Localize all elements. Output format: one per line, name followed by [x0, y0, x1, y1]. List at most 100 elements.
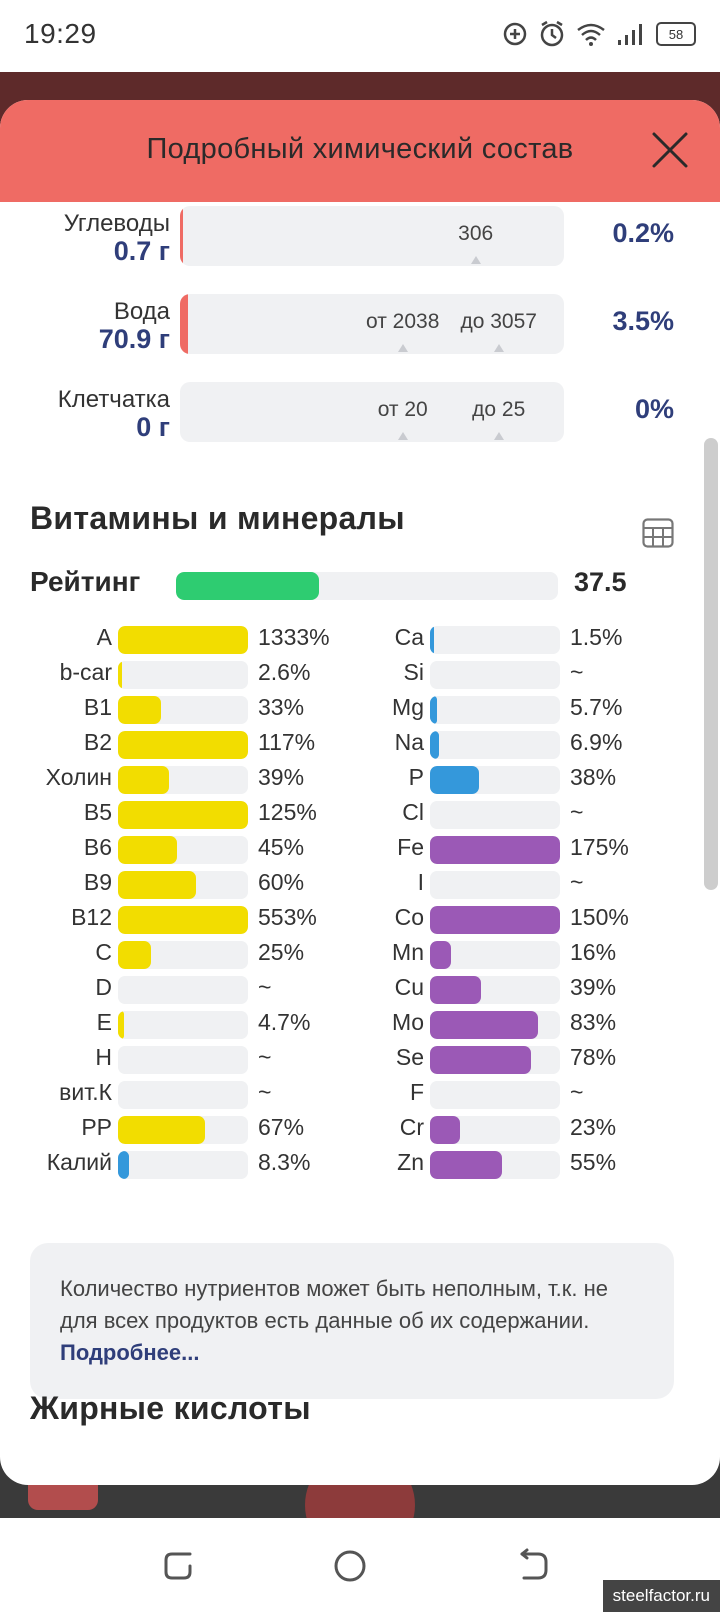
nutrient-bar: [430, 626, 560, 654]
nutrient-name: B1: [83, 694, 112, 720]
nutrient-value: 78%: [570, 1044, 617, 1070]
vitamin-row: E 4.7%: [0, 1008, 330, 1044]
vitamin-row: вит.К ~: [0, 1078, 330, 1114]
scrollbar[interactable]: [704, 438, 718, 890]
nutrient-fill: [430, 731, 439, 759]
section-title-vitamins: Витамины и минералы: [30, 500, 405, 536]
close-icon[interactable]: [650, 130, 690, 170]
table-icon[interactable]: [642, 518, 674, 548]
alarm-icon: [540, 20, 564, 47]
nutrient-fill: [118, 1116, 206, 1144]
nutrient-name: Mo: [392, 1009, 424, 1035]
nutrient-bar: [430, 976, 560, 1004]
battery-level: 58: [668, 26, 684, 42]
rating-value: 37.5: [574, 567, 627, 597]
nutrient-bar: [118, 1151, 248, 1179]
nutrient-fill: [118, 836, 177, 864]
nutrient-bar: [430, 1116, 560, 1144]
nutrient-name: PP: [81, 1114, 112, 1140]
modal-title: Подробный химический состав: [146, 133, 574, 165]
nutrient-name: Cl: [402, 799, 424, 825]
nutrient-value: 2.6%: [258, 659, 311, 685]
nutrient-name: Cu: [394, 974, 424, 1000]
mineral-row: Co 150%: [312, 903, 642, 939]
macro-fill: [180, 294, 188, 354]
nutrient-name: B2: [83, 729, 112, 755]
nutrient-fill: [430, 1151, 502, 1179]
nutrient-value: 1333%: [258, 624, 330, 650]
mineral-row: I ~: [312, 868, 642, 904]
nutrient-value: 38%: [570, 764, 617, 790]
back-icon[interactable]: [512, 1546, 552, 1586]
nutrient-name: b-car: [59, 659, 112, 685]
nutrient-value: ~: [258, 974, 272, 1000]
rating-fill: [176, 572, 320, 600]
chemical-composition-modal: Подробный химический состав Углеводы 0.7…: [0, 100, 720, 1485]
note-box: Количество нутриентов может быть неполны…: [30, 1243, 674, 1399]
nutrient-value: 23%: [570, 1114, 617, 1140]
battery-icon: 58: [656, 22, 696, 46]
nutrient-value: 125%: [258, 799, 317, 825]
nutrient-name: Калий: [46, 1149, 112, 1175]
nutrient-value: 83%: [570, 1009, 617, 1035]
nutrient-bar: [430, 696, 560, 724]
nutrient-value: 33%: [258, 694, 305, 720]
nutrient-value: ~: [570, 869, 584, 895]
nutrient-name: Mg: [392, 694, 424, 720]
nutrient-bar: [118, 696, 248, 724]
nutrient-fill: [430, 1116, 460, 1144]
nutrient-name: Si: [403, 659, 424, 685]
nutrient-fill: [118, 1151, 129, 1179]
macro-marker-pointer: [493, 344, 504, 352]
mineral-row: Cr 23%: [312, 1113, 642, 1149]
macro-marker-label: от 2038: [366, 310, 440, 333]
nutrient-name: Zn: [397, 1149, 424, 1175]
nutrient-fill: [118, 801, 248, 829]
mineral-row: Na 6.9%: [312, 728, 642, 764]
nutrient-bar: [430, 661, 560, 689]
mineral-row: Mo 83%: [312, 1008, 642, 1044]
nutrient-name: Se: [395, 1044, 424, 1070]
nutrient-value: 6.9%: [570, 729, 623, 755]
data-saver-icon: [503, 22, 527, 46]
macro-percent: 0%: [634, 394, 674, 424]
macro-marker-label: от 20: [377, 398, 428, 421]
nutrient-value: 175%: [570, 834, 629, 860]
nutrient-name: Fe: [397, 834, 424, 860]
macro-bar: от 20 до 25: [180, 382, 564, 442]
modal-header: Подробный химический состав: [0, 100, 720, 202]
nutrient-value: 1.5%: [570, 624, 623, 650]
nutrient-bar: [118, 906, 248, 934]
vitamin-row: B5 125%: [0, 798, 330, 834]
nutrient-name: C: [95, 939, 112, 965]
mineral-row: Ca 1.5%: [312, 623, 642, 659]
mineral-row: Cl ~: [312, 798, 642, 834]
home-icon[interactable]: [330, 1546, 370, 1586]
nutrient-fill: [118, 626, 248, 654]
nutrient-bar: [430, 766, 560, 794]
nutrient-value: 16%: [570, 939, 617, 965]
nutrient-value: 67%: [258, 1114, 305, 1140]
nutrient-name: B9: [83, 869, 112, 895]
nutrient-name: Na: [394, 729, 424, 755]
macro-marker-label: до 3057: [460, 310, 537, 333]
more-link[interactable]: Подробнее...: [60, 1340, 200, 1365]
mineral-row: Cu 39%: [312, 973, 642, 1009]
nutrient-name: Cr: [399, 1114, 424, 1140]
nutrient-value: 25%: [258, 939, 305, 965]
macro-name: Вода: [113, 298, 170, 325]
wifi-icon: [577, 23, 605, 46]
nutrient-value: 553%: [258, 904, 317, 930]
mineral-row: F ~: [312, 1078, 642, 1114]
status-time: 19:29: [24, 18, 97, 49]
nutrient-fill: [430, 906, 560, 934]
nutrient-fill: [118, 871, 196, 899]
nutrient-fill: [118, 766, 169, 794]
mineral-row: Si ~: [312, 658, 642, 694]
vitamin-row: A 1333%: [0, 623, 330, 659]
nutrient-name: B5: [83, 799, 112, 825]
macro-value: 0 г: [136, 412, 170, 442]
recent-apps-icon[interactable]: [160, 1546, 200, 1586]
nutrient-value: 45%: [258, 834, 305, 860]
section-title-fatty-acids: Жирные кислоты: [30, 1390, 311, 1426]
